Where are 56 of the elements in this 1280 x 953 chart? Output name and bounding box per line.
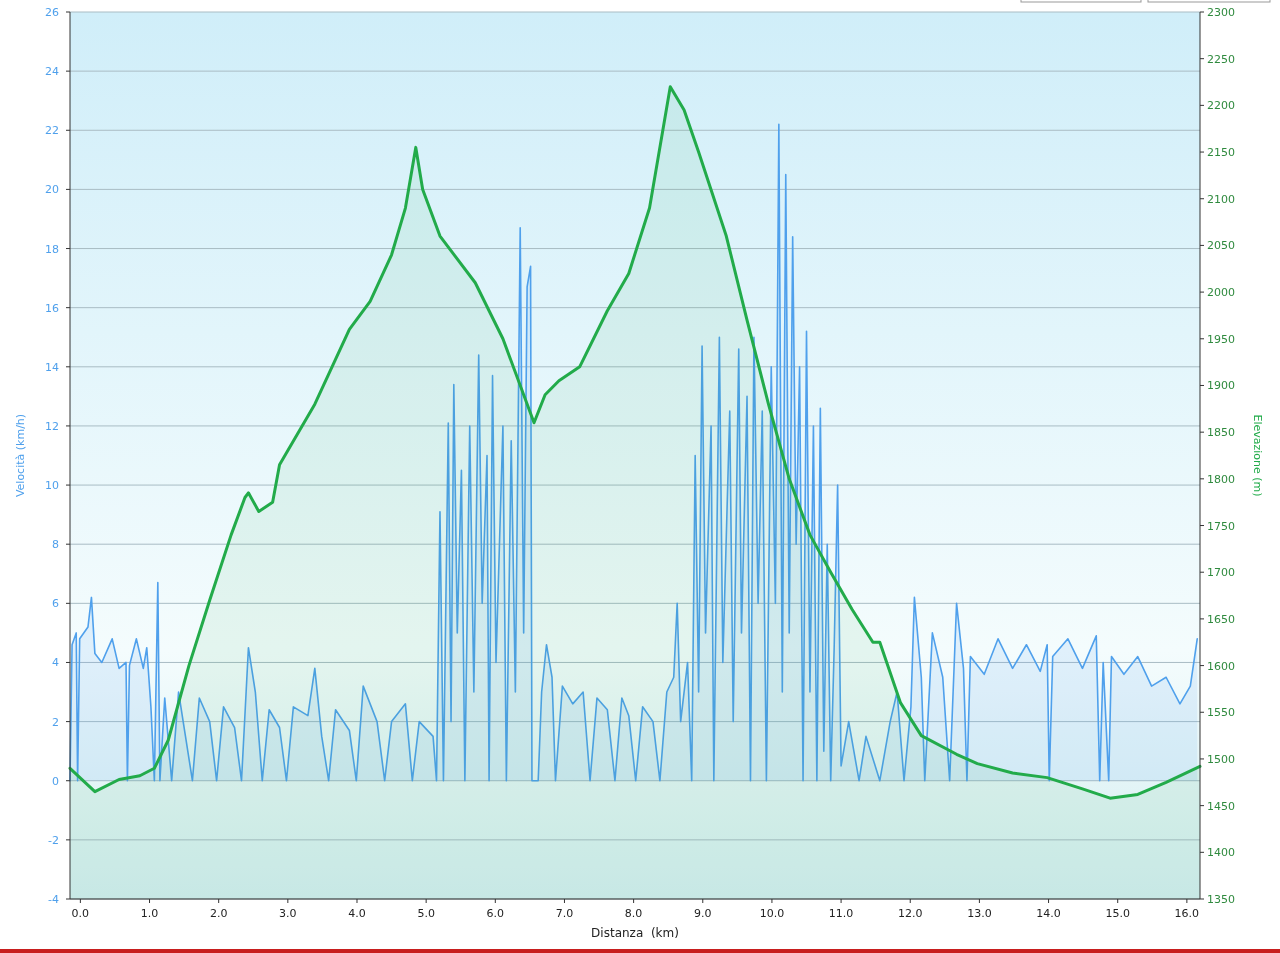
y-tick-label: 6	[52, 597, 59, 611]
y-tick-label: 20	[45, 183, 59, 197]
y2-tick-label: 1400	[1207, 846, 1235, 860]
x-tick-label: 13.0	[967, 907, 992, 920]
x-tick-label: 5.0	[417, 907, 435, 920]
y-tick-label: 26	[45, 6, 59, 19]
y2-tick-label: 2300	[1207, 6, 1235, 19]
x-axis-title: Distanza (km)	[591, 926, 679, 940]
y-tick-label: 0	[52, 774, 59, 788]
x-tick-label: 7.0	[555, 907, 574, 920]
x-tick-label: 0.0	[71, 907, 90, 920]
x-tick-label: 10.0	[759, 907, 785, 920]
y2-tick-label: 2100	[1207, 192, 1235, 206]
y-tick-label: 22	[45, 124, 59, 138]
y-tick-label: 2	[52, 715, 59, 729]
x-tick-label: 6.0	[486, 907, 505, 920]
x-tick-label: 11.0	[828, 907, 854, 920]
y2-tick-label: 1650	[1207, 612, 1235, 626]
y2-tick-label: 2050	[1207, 239, 1235, 253]
y2-tick-label: 2000	[1207, 286, 1235, 300]
x-tick-label: 15.0	[1105, 907, 1130, 920]
y2-tick-label: 1950	[1207, 332, 1235, 346]
y2-tick-label: 1600	[1207, 659, 1235, 673]
x-tick-label: 12.0	[897, 907, 923, 920]
y2-tick-label: 1550	[1207, 706, 1235, 720]
y-tick-label: 8	[52, 538, 59, 552]
y-axis-title: Velocità (km/h)	[14, 413, 27, 498]
y-tick-label: 4	[52, 656, 59, 670]
y2-tick-label: 2200	[1207, 99, 1235, 113]
y-tick-label: 16	[45, 301, 59, 315]
y-tick-label: 12	[45, 419, 59, 433]
y2-tick-label: 1500	[1207, 752, 1235, 766]
y2-tick-label: 2150	[1207, 146, 1235, 160]
y2-tick-label: 1700	[1207, 566, 1235, 580]
y-tick-label: 14	[45, 360, 59, 374]
x-tick-label: 16.0	[1174, 907, 1200, 920]
y-tick-label: 24	[45, 65, 59, 79]
y-tick-label: 18	[45, 242, 59, 256]
y2-tick-label: 1800	[1207, 472, 1235, 486]
x-tick-label: 2.0	[209, 907, 228, 920]
y2-tick-label: 1450	[1207, 799, 1235, 813]
y-tick-label: -2	[48, 833, 59, 847]
x-tick-label: 14.0	[1036, 907, 1061, 920]
y2-tick-label: 1750	[1207, 519, 1235, 533]
x-tick-label: 4.0	[348, 907, 366, 920]
y2-tick-label: 1900	[1207, 379, 1235, 393]
y-tick-label: -4	[48, 893, 59, 906]
y-tick-label: 10	[45, 479, 59, 493]
x-tick-label: 9.0	[694, 907, 712, 920]
y2-tick-label: 1350	[1207, 893, 1235, 906]
y2-tick-label: 2250	[1207, 52, 1235, 66]
x-tick-label: 3.0	[279, 907, 297, 920]
x-tick-label: 8.0	[624, 907, 643, 920]
y2-axis-title: Elevazione (m)	[1251, 414, 1264, 497]
x-tick-label: 1.0	[140, 907, 159, 920]
y2-tick-label: 1850	[1207, 426, 1235, 440]
